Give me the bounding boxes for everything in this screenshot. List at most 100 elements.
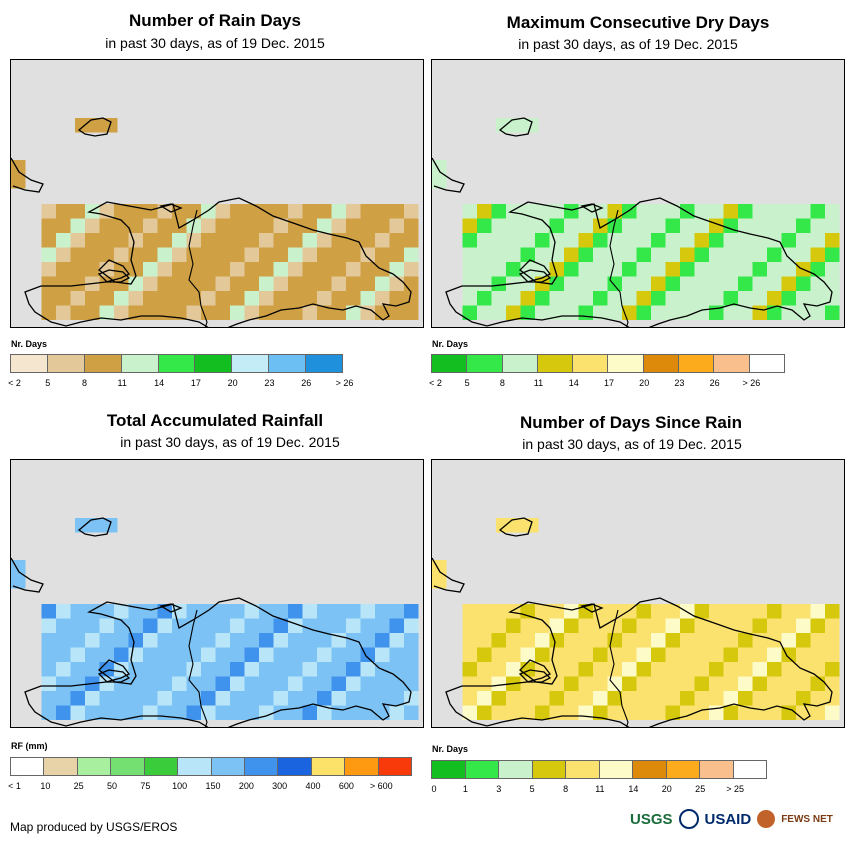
grid-cell bbox=[636, 291, 651, 306]
grid-cell bbox=[230, 604, 245, 619]
grid-cell bbox=[41, 618, 56, 633]
grid-cell bbox=[375, 291, 390, 306]
grid-cell bbox=[738, 618, 753, 633]
grid-cell bbox=[607, 618, 622, 633]
grid-cell bbox=[767, 204, 782, 219]
grid-cell bbox=[288, 691, 303, 706]
grid-cell bbox=[520, 676, 535, 691]
grid-cell bbox=[360, 204, 375, 219]
grid-cell bbox=[506, 662, 521, 677]
grid-cell bbox=[607, 305, 622, 320]
days-since-rain-map[interactable] bbox=[431, 459, 845, 728]
grid-cell bbox=[796, 276, 811, 291]
grid-cell bbox=[665, 705, 680, 720]
legend-swatch bbox=[502, 355, 538, 372]
grid-cell bbox=[360, 604, 375, 619]
grid-cell bbox=[535, 233, 550, 248]
grid-cell bbox=[549, 233, 564, 248]
grid-cell bbox=[244, 618, 259, 633]
grid-cell bbox=[665, 276, 680, 291]
grid-cell bbox=[331, 204, 346, 219]
grid-cell bbox=[114, 247, 129, 262]
grid-cell bbox=[781, 705, 796, 720]
grid-cell bbox=[477, 262, 492, 277]
grid-cell bbox=[752, 204, 767, 219]
grid-cell bbox=[694, 676, 709, 691]
grid-cell bbox=[389, 647, 404, 662]
grid-cell bbox=[41, 604, 56, 619]
grid-cell bbox=[709, 662, 724, 677]
grid-cell bbox=[259, 305, 274, 320]
grid-cell bbox=[520, 305, 535, 320]
grid-cell bbox=[810, 676, 825, 691]
grid-cell bbox=[157, 647, 172, 662]
grid-cell bbox=[389, 604, 404, 619]
grid-cell bbox=[89, 518, 104, 533]
grid-cell bbox=[496, 118, 511, 133]
rain-days-map[interactable] bbox=[10, 59, 424, 328]
grid-cell bbox=[230, 247, 245, 262]
grid-cell bbox=[810, 647, 825, 662]
grid-cell bbox=[593, 262, 608, 277]
grid-cell bbox=[99, 691, 114, 706]
legend-swatch bbox=[465, 761, 499, 778]
grid-cell bbox=[186, 662, 201, 677]
coastline bbox=[518, 269, 552, 283]
grid-cell bbox=[215, 676, 230, 691]
grid-cell bbox=[70, 618, 85, 633]
grid-cell bbox=[665, 647, 680, 662]
grid-cell bbox=[694, 218, 709, 233]
grid-cell bbox=[607, 276, 622, 291]
grid-cell bbox=[56, 276, 71, 291]
grid-cell bbox=[607, 204, 622, 219]
grid-cell bbox=[709, 276, 724, 291]
grid-cell bbox=[230, 305, 245, 320]
logos: USGS USAID FEWS NET bbox=[630, 806, 833, 832]
grid-cell bbox=[535, 647, 550, 662]
grid-cell bbox=[41, 204, 56, 219]
grid-cell bbox=[665, 676, 680, 691]
grid-cell bbox=[99, 247, 114, 262]
grid-cell bbox=[622, 676, 637, 691]
grid-cell bbox=[622, 618, 637, 633]
grid-cell bbox=[477, 633, 492, 648]
grid-cell bbox=[622, 691, 637, 706]
grid-cell bbox=[85, 604, 100, 619]
panel-1-subtitle: in past 30 days, as of 19 Dec. 2015 bbox=[105, 35, 325, 51]
rainfall-map[interactable] bbox=[10, 459, 424, 728]
grid-cell bbox=[302, 233, 317, 248]
grid-cell bbox=[41, 276, 56, 291]
grid-cell bbox=[781, 276, 796, 291]
legend-swatch bbox=[44, 758, 78, 775]
grid-cell bbox=[128, 218, 143, 233]
grid-cell bbox=[622, 291, 637, 306]
grid-cell bbox=[389, 618, 404, 633]
grid-cell bbox=[491, 662, 506, 677]
grid-cell bbox=[317, 705, 332, 720]
coastline bbox=[432, 157, 465, 193]
grid-cell bbox=[723, 647, 738, 662]
grid-cell bbox=[273, 633, 288, 648]
legend-label: 17 bbox=[603, 378, 615, 388]
grid-cell bbox=[462, 305, 477, 320]
grid-cell bbox=[477, 647, 492, 662]
grid-cell bbox=[259, 676, 274, 691]
grid-cell bbox=[665, 218, 680, 233]
legend-label: 23 bbox=[264, 378, 275, 388]
grid-cell bbox=[694, 291, 709, 306]
dry-days-map[interactable] bbox=[431, 59, 845, 328]
grid-cell bbox=[85, 705, 100, 720]
grid-cell bbox=[665, 691, 680, 706]
grid-cell bbox=[564, 218, 579, 233]
legend-label: 10 bbox=[40, 781, 51, 791]
grid-cell bbox=[172, 618, 187, 633]
grid-cell bbox=[593, 291, 608, 306]
grid-cell bbox=[230, 691, 245, 706]
legend-swatch bbox=[77, 758, 112, 775]
grid-cell bbox=[564, 305, 579, 320]
grid-cell bbox=[593, 705, 608, 720]
grid-cell bbox=[302, 218, 317, 233]
grid-cell bbox=[665, 633, 680, 648]
grid-cell bbox=[491, 691, 506, 706]
grid-cell bbox=[491, 676, 506, 691]
